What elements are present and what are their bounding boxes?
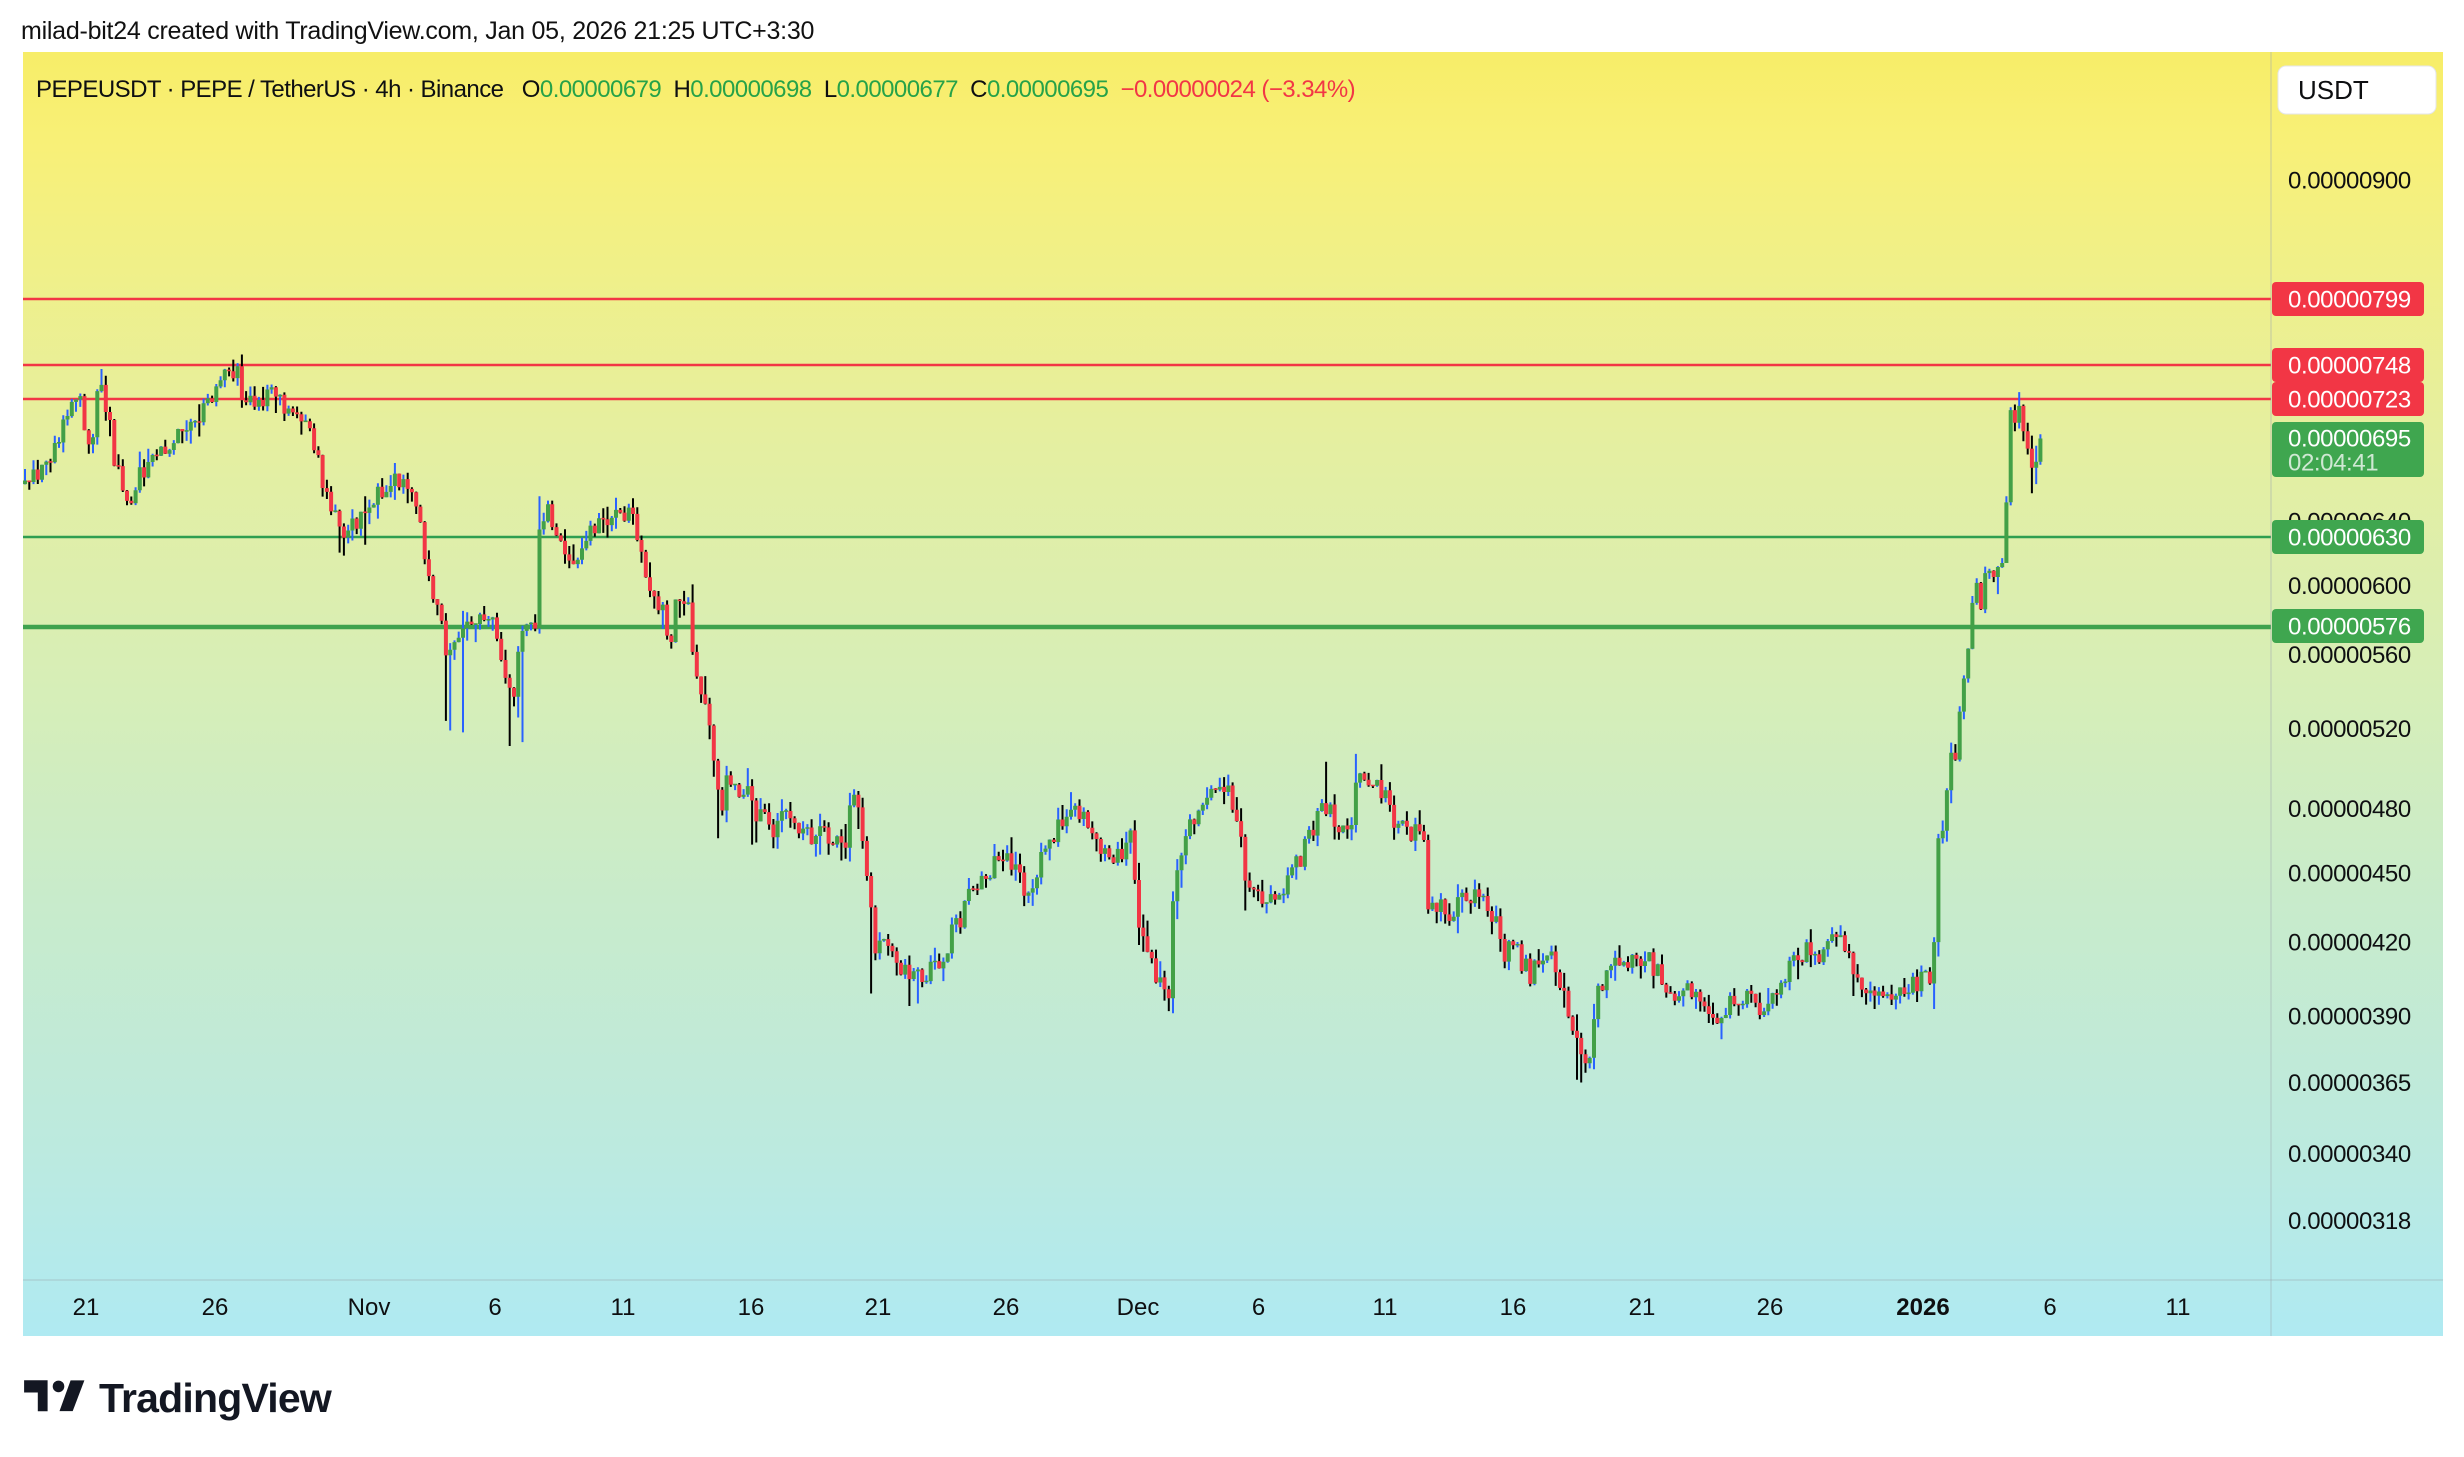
- svg-text:2026: 2026: [1896, 1294, 1949, 1321]
- svg-text:0.00000450: 0.00000450: [2288, 861, 2411, 888]
- svg-text:0.00000318: 0.00000318: [2288, 1208, 2411, 1235]
- svg-text:21: 21: [73, 1294, 100, 1321]
- svg-text:0.00000723: 0.00000723: [2288, 387, 2411, 414]
- svg-text:26: 26: [1757, 1294, 1784, 1321]
- svg-text:16: 16: [1500, 1294, 1527, 1321]
- svg-text:26: 26: [993, 1294, 1020, 1321]
- svg-text:USDT: USDT: [2298, 75, 2369, 105]
- svg-text:6: 6: [2043, 1294, 2056, 1321]
- svg-text:0.00000480: 0.00000480: [2288, 796, 2411, 823]
- svg-text:0.00000420: 0.00000420: [2288, 930, 2411, 957]
- svg-text:21: 21: [1629, 1294, 1656, 1321]
- svg-text:6: 6: [1252, 1294, 1265, 1321]
- svg-text:26: 26: [202, 1294, 229, 1321]
- svg-text:0.00000560: 0.00000560: [2288, 642, 2411, 669]
- svg-text:0.00000390: 0.00000390: [2288, 1004, 2411, 1031]
- svg-text:0.00000576: 0.00000576: [2288, 614, 2411, 641]
- svg-text:0.00000695: 0.00000695: [2288, 426, 2411, 453]
- svg-text:0.00000520: 0.00000520: [2288, 716, 2411, 743]
- svg-text:11: 11: [1373, 1294, 1398, 1321]
- svg-text:0.00000900: 0.00000900: [2288, 168, 2411, 195]
- svg-text:0.00000340: 0.00000340: [2288, 1141, 2411, 1168]
- svg-text:PEPEUSDT · PEPE / TetherUS · 4: PEPEUSDT · PEPE / TetherUS · 4h · Binanc…: [36, 76, 1355, 103]
- svg-text:11: 11: [2166, 1294, 2191, 1321]
- svg-text:0.00000799: 0.00000799: [2288, 287, 2411, 314]
- svg-text:02:04:41: 02:04:41: [2288, 449, 2378, 476]
- svg-text:0.00000630: 0.00000630: [2288, 525, 2411, 552]
- svg-text:21: 21: [865, 1294, 892, 1321]
- svg-text:0.00000748: 0.00000748: [2288, 353, 2411, 380]
- svg-text:0.00000600: 0.00000600: [2288, 573, 2411, 600]
- svg-text:6: 6: [488, 1294, 501, 1321]
- svg-text:16: 16: [738, 1294, 765, 1321]
- svg-text:Nov: Nov: [348, 1294, 391, 1321]
- svg-text:Dec: Dec: [1117, 1294, 1160, 1321]
- svg-text:0.00000365: 0.00000365: [2288, 1070, 2411, 1097]
- svg-text:TradingView: TradingView: [99, 1375, 332, 1421]
- svg-text:11: 11: [611, 1294, 636, 1321]
